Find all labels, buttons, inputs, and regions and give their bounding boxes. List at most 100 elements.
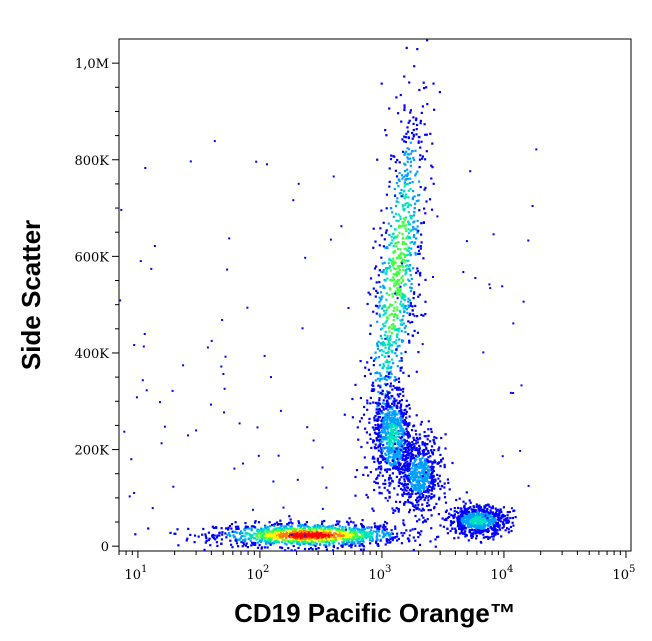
event-point xyxy=(409,160,413,163)
event-point xyxy=(400,297,403,300)
event-point xyxy=(398,327,401,330)
event-point xyxy=(389,303,392,306)
event-point xyxy=(415,228,418,231)
event-point xyxy=(424,300,427,303)
event-point xyxy=(507,528,510,531)
event-point xyxy=(392,267,395,270)
event-point xyxy=(234,525,238,528)
event-point xyxy=(428,494,431,498)
event-point xyxy=(465,515,468,518)
event-point xyxy=(405,175,409,178)
event-point xyxy=(385,459,388,462)
event-point xyxy=(441,517,444,520)
event-point xyxy=(511,521,514,524)
event-point xyxy=(210,403,212,406)
event-point xyxy=(215,536,219,539)
event-point xyxy=(395,388,399,391)
event-point xyxy=(306,534,309,537)
event-point xyxy=(301,327,304,330)
event-point xyxy=(319,543,322,546)
event-point xyxy=(407,228,410,231)
event-point xyxy=(430,481,433,484)
event-point xyxy=(226,533,229,536)
event-point xyxy=(296,540,299,544)
event-point xyxy=(336,520,339,523)
event-point xyxy=(457,512,460,515)
event-point xyxy=(404,163,407,166)
event-point xyxy=(279,525,282,528)
event-point xyxy=(388,336,391,340)
event-point xyxy=(467,517,471,520)
event-point xyxy=(397,213,400,216)
event-point xyxy=(470,518,473,521)
event-point xyxy=(402,431,405,434)
event-point xyxy=(425,485,428,489)
event-point xyxy=(405,243,408,246)
event-point xyxy=(388,180,391,183)
event-point xyxy=(223,387,226,390)
event-point xyxy=(294,530,297,533)
event-point xyxy=(412,128,415,132)
event-point xyxy=(141,379,144,382)
event-point xyxy=(344,538,347,541)
event-point xyxy=(470,534,473,537)
event-point xyxy=(221,533,224,536)
event-point xyxy=(277,454,280,457)
event-point xyxy=(307,537,310,540)
event-point xyxy=(417,252,420,255)
event-point xyxy=(384,279,387,282)
event-point xyxy=(435,502,438,505)
event-point xyxy=(414,504,417,507)
event-point xyxy=(459,513,462,516)
event-point xyxy=(339,537,342,540)
event-point xyxy=(281,546,284,550)
event-point xyxy=(362,545,366,548)
event-point xyxy=(497,513,500,516)
event-point xyxy=(321,535,325,538)
event-point xyxy=(402,522,405,525)
event-point xyxy=(481,515,484,518)
event-point xyxy=(426,476,429,479)
event-point xyxy=(377,416,380,419)
event-point xyxy=(433,505,436,509)
event-point xyxy=(407,148,410,151)
event-point xyxy=(247,537,250,540)
event-point xyxy=(228,531,231,535)
event-point xyxy=(423,207,426,210)
event-point xyxy=(385,319,388,323)
event-point xyxy=(471,515,474,518)
event-point xyxy=(427,434,430,437)
event-point xyxy=(262,528,265,531)
y-tick-label: 600K xyxy=(74,250,109,265)
event-point xyxy=(399,445,402,448)
event-point xyxy=(399,462,402,465)
event-point xyxy=(409,304,412,307)
event-point xyxy=(379,434,383,437)
event-point xyxy=(230,527,233,530)
event-point xyxy=(381,455,384,458)
event-point xyxy=(308,528,311,531)
event-point xyxy=(496,508,500,511)
event-point xyxy=(412,133,415,136)
event-point xyxy=(242,462,244,465)
event-point xyxy=(404,227,407,230)
event-point xyxy=(410,485,413,488)
event-point xyxy=(445,509,448,512)
event-point xyxy=(421,157,424,160)
event-point xyxy=(425,467,428,470)
event-point xyxy=(385,375,388,378)
event-point xyxy=(394,342,397,345)
event-point xyxy=(433,441,436,444)
event-point xyxy=(316,536,319,539)
event-point xyxy=(385,462,388,465)
event-point xyxy=(483,505,486,508)
event-point xyxy=(412,236,415,239)
event-point xyxy=(324,544,327,547)
event-point xyxy=(408,265,411,268)
event-point xyxy=(424,477,427,480)
event-point xyxy=(404,255,407,259)
event-point xyxy=(400,403,403,406)
event-point xyxy=(301,536,304,539)
event-point xyxy=(377,412,380,415)
event-point xyxy=(431,451,434,454)
